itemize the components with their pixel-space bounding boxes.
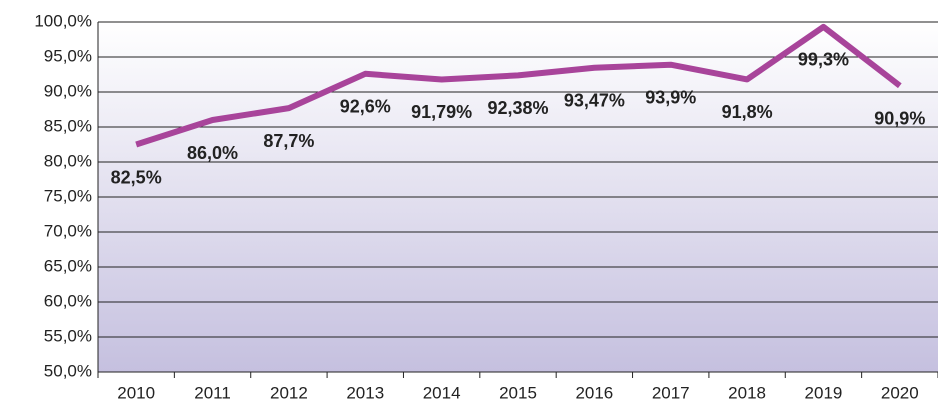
- y-tick-label: 100,0%: [34, 11, 92, 30]
- data-label: 82,5%: [111, 167, 162, 187]
- x-tick-label: 2011: [194, 383, 231, 402]
- y-tick-label: 80,0%: [44, 151, 92, 170]
- x-tick-label: 2014: [423, 383, 461, 402]
- y-tick-label: 65,0%: [44, 256, 92, 275]
- x-tick-label: 2013: [346, 383, 384, 402]
- y-tick-label: 90,0%: [44, 81, 92, 100]
- y-tick-label: 50,0%: [44, 361, 92, 380]
- data-label: 93,47%: [564, 90, 625, 110]
- x-tick-label: 2012: [270, 383, 308, 402]
- x-tick-label: 2018: [728, 383, 766, 402]
- data-label: 93,9%: [645, 87, 696, 107]
- y-tick-label: 75,0%: [44, 186, 92, 205]
- x-tick-label: 2015: [499, 383, 537, 402]
- x-tick-label: 2017: [652, 383, 690, 402]
- data-label: 92,6%: [340, 97, 391, 117]
- data-label: 86,0%: [187, 143, 238, 163]
- data-label: 99,3%: [798, 50, 849, 70]
- y-tick-label: 95,0%: [44, 46, 92, 65]
- data-label: 91,8%: [722, 102, 773, 122]
- data-line: [135, 23, 902, 148]
- y-tick-label: 55,0%: [44, 326, 92, 345]
- x-tick-label: 2020: [881, 383, 919, 402]
- y-tick-label: 85,0%: [44, 116, 92, 135]
- y-tick-label: 60,0%: [44, 291, 92, 310]
- data-label: 90,9%: [874, 108, 925, 128]
- data-label: 91,79%: [411, 102, 472, 122]
- y-tick-label: 70,0%: [44, 221, 92, 240]
- data-label: 92,38%: [487, 98, 548, 118]
- data-label: 87,7%: [263, 131, 314, 151]
- x-tick-label: 2019: [805, 383, 843, 402]
- x-tick-label: 2010: [117, 383, 155, 402]
- x-tick-label: 2016: [575, 383, 613, 402]
